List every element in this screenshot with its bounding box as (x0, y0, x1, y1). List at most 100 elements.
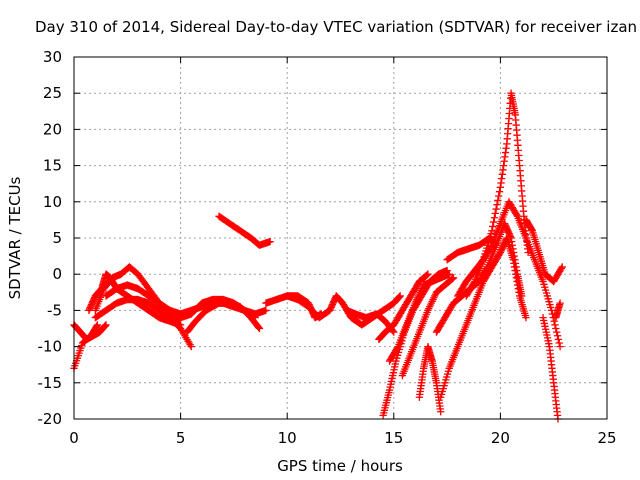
data-point (546, 300, 554, 309)
data-point (390, 328, 398, 336)
y-tick-label: -10 (38, 338, 63, 356)
data-point (492, 241, 500, 249)
y-tick-label: -15 (38, 374, 63, 392)
series-s11 (343, 306, 398, 336)
data-point (449, 274, 458, 282)
series-s21 (443, 234, 500, 264)
data-point (423, 271, 431, 279)
data-point (482, 247, 490, 255)
data-point (442, 376, 450, 384)
data-point (494, 196, 502, 205)
data-point (396, 292, 404, 300)
data-point (176, 321, 185, 329)
data-point (518, 292, 526, 300)
data-point (492, 205, 500, 213)
y-tick-label: 30 (43, 48, 62, 66)
data-point (545, 298, 553, 306)
grid-layer (74, 57, 607, 419)
data-point (544, 295, 552, 303)
series-s17 (437, 234, 530, 401)
y-tick-label: 5 (52, 229, 62, 247)
series-s2 (70, 321, 102, 372)
data-point (439, 384, 447, 393)
data-point (481, 250, 489, 258)
x-tick-label: 15 (384, 429, 403, 447)
data-point (552, 324, 560, 333)
series-s15 (398, 274, 458, 380)
chart-title: Day 310 of 2014, Sidereal Day-to-day VTE… (35, 18, 637, 36)
data-point (443, 373, 451, 381)
series-s23 (539, 313, 562, 423)
series-s8 (215, 212, 274, 249)
series-s5 (91, 295, 270, 322)
series-s10 (283, 292, 325, 322)
series-s16 (415, 342, 445, 416)
data-point (440, 382, 448, 390)
x-tick-label: 0 (69, 429, 79, 447)
data-point (480, 253, 488, 261)
data-point (437, 393, 445, 401)
data-point (444, 367, 453, 375)
data-point (539, 277, 547, 286)
series-s22 (522, 216, 566, 286)
x-tick-label: 25 (597, 429, 616, 447)
data-point (317, 310, 325, 318)
x-tick-label: 5 (176, 429, 186, 447)
data-point (542, 289, 551, 297)
data-point (102, 321, 110, 329)
data-point (556, 342, 564, 351)
data-point (479, 256, 487, 264)
ticks-layer: 0 5 10 15 20 25 -20 -15 -10 -5 0 5 10 15 20 25 30 (38, 48, 617, 447)
data-point (495, 188, 504, 196)
data-points-layer (70, 89, 566, 423)
data-point (262, 306, 270, 315)
y-tick-label: 20 (43, 120, 62, 138)
data-point (445, 270, 453, 278)
data-point (93, 321, 102, 329)
data-point (541, 286, 550, 294)
series-s4 (85, 270, 185, 329)
data-point (437, 408, 445, 416)
data-point (522, 313, 530, 322)
y-tick-label: 25 (43, 84, 62, 102)
data-point (483, 241, 492, 249)
data-point (392, 357, 400, 365)
data-point (489, 222, 497, 231)
data-point (551, 321, 559, 329)
data-point (543, 292, 551, 300)
data-point (437, 390, 446, 399)
series-s20 (462, 89, 532, 300)
data-point (548, 310, 557, 318)
data-point (555, 339, 563, 347)
data-point (524, 248, 532, 257)
y-tick-label: -20 (38, 410, 63, 428)
data-point (483, 244, 491, 252)
data-point (495, 192, 503, 200)
x-axis-label: GPS time / hours (277, 457, 403, 475)
series-s14 (385, 270, 453, 365)
data-point (491, 209, 499, 218)
data-point (424, 270, 432, 278)
y-tick-label: 10 (43, 193, 62, 211)
data-point (541, 283, 549, 291)
data-point (552, 313, 560, 322)
data-point (490, 214, 499, 222)
data-point (558, 263, 566, 271)
data-point (448, 274, 457, 283)
data-point (255, 324, 264, 333)
y-tick-label: 15 (43, 157, 62, 175)
x-tick-label: 20 (491, 429, 510, 447)
y-tick-label: 0 (52, 265, 62, 283)
data-point (553, 328, 561, 336)
data-point (441, 379, 449, 387)
data-point (254, 323, 263, 332)
data-point (443, 370, 452, 378)
x-tick-label: 10 (278, 429, 297, 447)
data-point (540, 280, 548, 288)
series-s7 (183, 299, 264, 336)
y-tick-label: -5 (47, 301, 62, 319)
y-axis-label: SDTVAR / TECUs (6, 176, 24, 299)
data-point (488, 227, 496, 235)
data-point (547, 303, 555, 312)
series-s24 (552, 299, 564, 322)
